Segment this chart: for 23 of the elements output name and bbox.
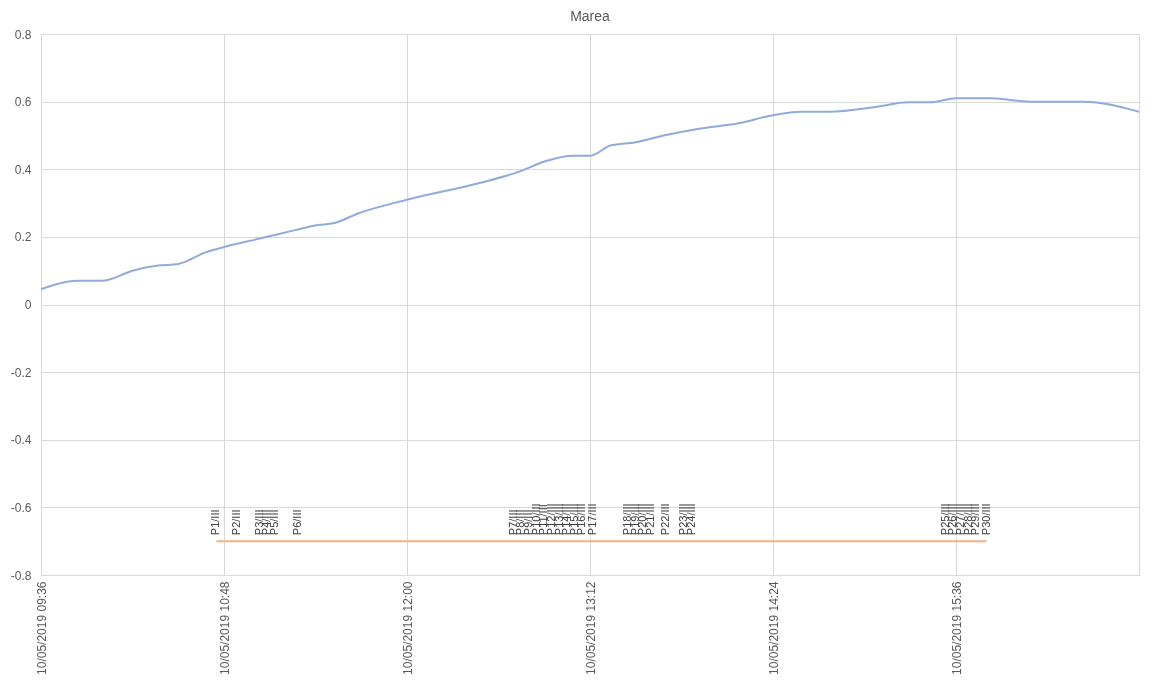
- data-label: P6/III: [290, 509, 303, 536]
- data-label: P22/III: [659, 503, 672, 536]
- x-tick-label: 10/05/2019 12:00: [400, 581, 415, 675]
- x-tick-label: 10/05/2019 14:24: [766, 581, 781, 675]
- y-tick-label: 0.6: [14, 95, 32, 110]
- data-label: P17/III: [585, 503, 598, 536]
- y-tick-label: -0.2: [10, 365, 32, 380]
- y-tick-label: 0.2: [14, 230, 32, 245]
- y-tick-label: -0.8: [10, 568, 32, 583]
- y-tick-label: -0.4: [10, 433, 32, 448]
- data-label: P2/III: [229, 509, 242, 536]
- x-tick-label: 10/05/2019 10:48: [217, 581, 232, 675]
- data-label: P1/III: [209, 509, 222, 536]
- y-tick-label: 0: [24, 298, 32, 312]
- x-tick-label: 10/05/2019 13:12: [583, 581, 598, 675]
- y-tick-label: 0.4: [14, 162, 32, 177]
- data-label: P30/III: [979, 503, 992, 536]
- x-tick-label: 10/05/2019 15:36: [949, 581, 964, 675]
- y-tick-label: 0.8: [14, 27, 32, 42]
- x-tick-label: 10/05/2019 09:36: [34, 581, 49, 675]
- y-tick-label: -0.6: [10, 500, 32, 515]
- chart-title: Marea: [570, 8, 611, 24]
- line-series: [40, 97, 1140, 291]
